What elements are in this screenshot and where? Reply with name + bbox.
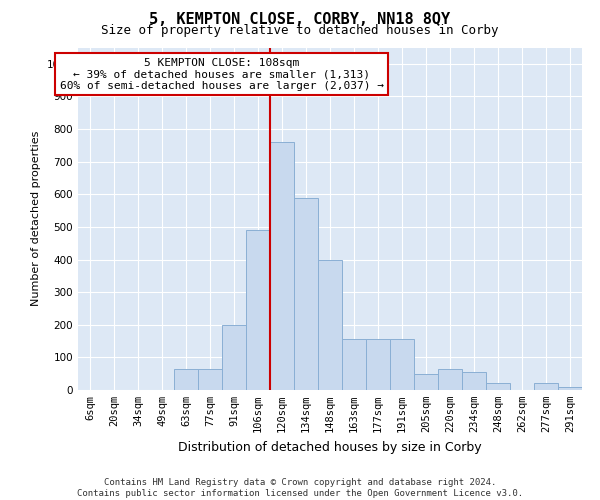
Bar [270,142,294,390]
Bar [222,325,246,390]
Bar [438,369,462,390]
Bar [198,369,222,390]
Bar [366,340,390,390]
X-axis label: Distribution of detached houses by size in Corby: Distribution of detached houses by size … [178,440,482,454]
Text: Contains HM Land Registry data © Crown copyright and database right 2024.
Contai: Contains HM Land Registry data © Crown c… [77,478,523,498]
Text: Size of property relative to detached houses in Corby: Size of property relative to detached ho… [101,24,499,37]
Bar [246,230,270,390]
Y-axis label: Number of detached properties: Number of detached properties [31,131,41,306]
Bar [318,260,342,390]
Text: 5, KEMPTON CLOSE, CORBY, NN18 8QY: 5, KEMPTON CLOSE, CORBY, NN18 8QY [149,12,451,28]
Bar [414,374,438,390]
Bar [486,384,510,390]
Bar [342,340,366,390]
Bar [558,386,582,390]
Bar [462,372,486,390]
Bar [294,198,318,390]
Text: 5 KEMPTON CLOSE: 108sqm
← 39% of detached houses are smaller (1,313)
60% of semi: 5 KEMPTON CLOSE: 108sqm ← 39% of detache… [59,58,383,91]
Bar [174,369,198,390]
Bar [390,340,414,390]
Bar [534,384,558,390]
